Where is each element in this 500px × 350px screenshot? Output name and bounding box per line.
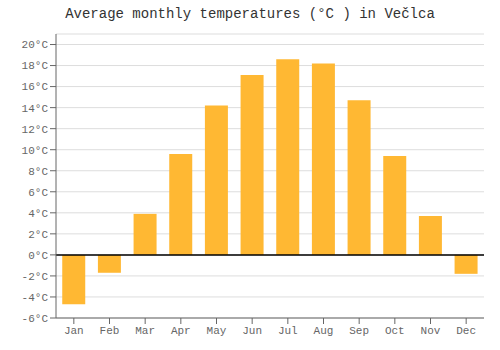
svg-text:18°C: 18°C [22,60,49,72]
svg-text:-6°C: -6°C [22,313,49,325]
html-text:Average monthly temperatures (: Average monthly temperatures (°C ) in Ve… [65,6,435,22]
svg-text:Aug: Aug [314,325,334,337]
svg-text:Oct: Oct [385,325,405,337]
svg-text:20°C: 20°C [22,39,49,51]
svg-text:Jul: Jul [278,325,298,337]
svg-text:14°C: 14°C [22,103,49,115]
svg-text:Nov: Nov [421,325,441,337]
svg-text:16°C: 16°C [22,81,49,93]
svg-text:-4°C: -4°C [22,292,49,304]
svg-text:Feb: Feb [100,325,120,337]
svg-text:Jun: Jun [242,325,262,337]
svg-text:Apr: Apr [171,325,191,337]
svg-text:May: May [207,325,227,337]
svg-text:Jan: Jan [64,325,84,337]
svg-text:6°C: 6°C [28,187,48,199]
svg-text:8°C: 8°C [28,166,48,178]
svg-text:Dec: Dec [456,325,476,337]
svg-text:-2°C: -2°C [22,271,49,283]
svg-text:12°C: 12°C [22,124,49,136]
svg-text:4°C: 4°C [28,208,48,220]
svg-text:10°C: 10°C [22,145,49,157]
svg-text:Mar: Mar [135,325,155,337]
svg-text:0°C: 0°C [28,250,48,262]
svg-text:Sep: Sep [349,325,369,337]
svg-text:2°C: 2°C [28,229,48,241]
